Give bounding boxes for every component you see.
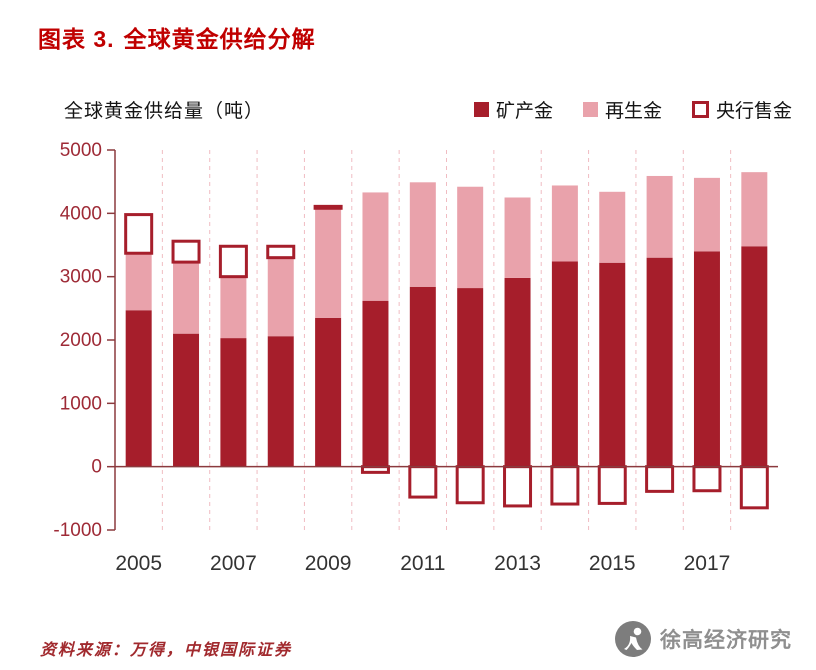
recycled-gold-bar — [504, 197, 531, 278]
central-bank-sales-bar — [266, 244, 296, 260]
y-axis-tick-label: 4000 — [60, 203, 102, 224]
x-axis-tick-label: 2017 — [684, 552, 731, 575]
legend-swatch-mine-gold — [473, 101, 489, 117]
x-axis-tick-label: 2005 — [115, 552, 162, 575]
chart-title-text: 全球黄金供给分解 — [123, 26, 316, 52]
recycled-gold-bar — [173, 262, 200, 334]
legend-item-recycled-gold: 再生金 — [582, 96, 662, 123]
legend-item-mine-gold: 矿产金 — [473, 96, 553, 123]
mine-gold-bar — [173, 333, 200, 467]
legend-label-mine-gold: 矿产金 — [495, 100, 553, 122]
recycled-gold-bar — [741, 172, 768, 247]
recycled-gold-bar — [693, 177, 720, 252]
chart-title-prefix: 图表 3. — [38, 26, 115, 52]
source-note: 资料来源：万得，中银国际证券 — [40, 642, 293, 659]
recycled-gold-bar — [315, 208, 342, 318]
central-bank-sales-bar — [692, 465, 722, 493]
recycled-gold-bar — [646, 175, 673, 258]
recycled-gold-bar — [125, 253, 152, 311]
recycled-gold-bar — [551, 185, 578, 262]
legend-item-central-bank-sales: 央行售金 — [691, 96, 792, 123]
central-bank-sales-bar — [218, 244, 248, 279]
x-axis-tick-label: 2015 — [589, 552, 636, 575]
chart-header: 全球黄金供给量（吨） 矿产金 再生金 央行售金 — [30, 88, 792, 130]
x-axis-tick-label: 2011 — [400, 552, 445, 575]
mine-gold-bar — [599, 262, 626, 467]
recycled-gold-bar — [409, 182, 436, 287]
y-axis-tick-label: -1000 — [53, 520, 102, 541]
y-axis-tick-label: 2000 — [60, 330, 102, 351]
chart-title: 图表 3. 全球黄金供给分解 — [38, 20, 316, 54]
mine-gold-bar — [693, 251, 720, 467]
legend-label-recycled-gold: 再生金 — [604, 100, 662, 122]
mine-gold-bar — [315, 317, 342, 467]
mine-gold-bar — [457, 288, 484, 467]
central-bank-sales-bar — [313, 204, 343, 210]
central-bank-sales-bar — [739, 465, 769, 510]
y-axis-tick-label: 0 — [91, 457, 102, 478]
gold-supply-chart: 全球黄金供给量（吨） 矿产金 再生金 央行售金 5000 4000 3000 2000 10… — [30, 88, 792, 610]
legend-swatch-central-bank-sales — [691, 100, 709, 118]
central-bank-sales-bar — [171, 239, 201, 264]
x-axis-tick-label: 2009 — [305, 552, 352, 575]
watermark-text: 徐高经济研究 — [660, 629, 792, 652]
recycled-gold-bar — [362, 192, 389, 301]
central-bank-sales-bar — [408, 465, 438, 499]
central-bank-sales-bar — [124, 213, 154, 255]
mine-gold-bar — [741, 246, 768, 467]
x-axis-tick-label: 2013 — [494, 552, 541, 575]
recycled-gold-bar — [220, 276, 247, 339]
mine-gold-bar — [551, 261, 578, 467]
mine-gold-bar — [504, 277, 531, 467]
recycled-gold-bar — [457, 186, 484, 289]
y-axis-title: 全球黄金供给量（吨） — [64, 100, 265, 122]
central-bank-sales-bar — [597, 465, 627, 505]
central-bank-sales-bar — [455, 465, 485, 505]
x-axis-tick-label: 2007 — [210, 552, 257, 575]
recycled-gold-bar — [599, 191, 626, 263]
mine-gold-bar — [220, 338, 247, 467]
central-bank-sales-bar — [550, 465, 580, 506]
mine-gold-bar — [362, 300, 389, 467]
legend-swatch-recycled-gold — [582, 101, 598, 117]
mine-gold-bar — [646, 257, 673, 467]
y-axis-tick-label: 1000 — [60, 393, 102, 414]
central-bank-sales-bar — [503, 465, 533, 508]
chart-plot: 5000 4000 3000 2000 1000 0 -1000 2005 2007 2009 20… — [53, 140, 778, 575]
y-axis-tick-label: 5000 — [60, 140, 102, 161]
recycled-gold-bar — [267, 257, 294, 337]
central-bank-sales-bar — [645, 465, 675, 493]
mine-gold-bar — [125, 310, 152, 467]
chart-legend: 矿产金 再生金 央行售金 — [444, 96, 792, 123]
watermark: 徐高经济研究 — [614, 620, 792, 658]
watermark-logo-icon — [614, 620, 652, 658]
legend-label-central-bank-sales: 央行售金 — [715, 100, 792, 122]
mine-gold-bar — [409, 286, 436, 467]
central-bank-sales-bar — [360, 465, 390, 474]
mine-gold-bar — [267, 336, 294, 467]
y-axis-tick-label: 3000 — [60, 267, 102, 288]
